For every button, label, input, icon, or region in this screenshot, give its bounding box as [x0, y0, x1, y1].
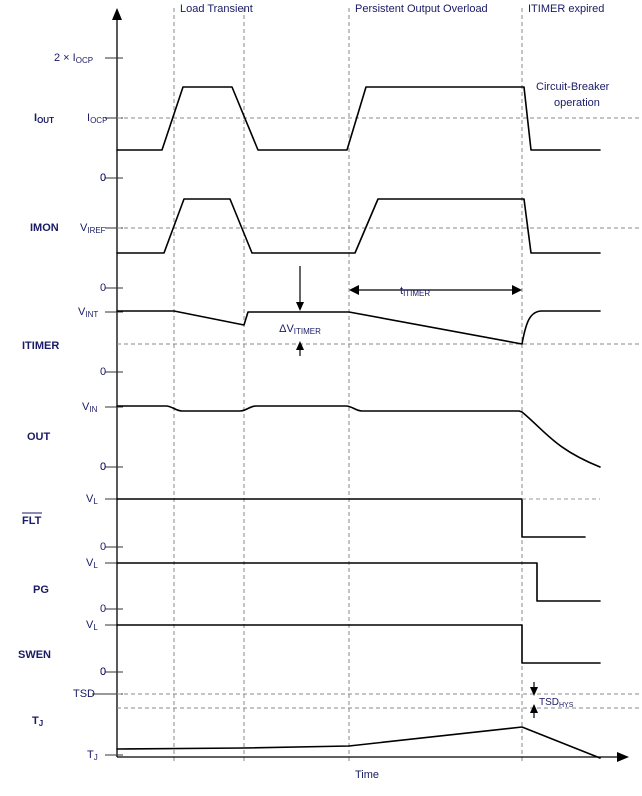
svg-text:PG: PG	[33, 584, 49, 596]
svg-text:Persistent Output Overload: Persistent Output Overload	[355, 3, 488, 15]
svg-text:ITIMER: ITIMER	[22, 340, 59, 352]
svg-text:IMON: IMON	[30, 222, 59, 234]
svg-text:0: 0	[100, 666, 106, 678]
svg-text:operation: operation	[554, 97, 600, 109]
svg-text:OUT: OUT	[27, 431, 51, 443]
svg-text:ITIMER expired: ITIMER expired	[528, 3, 604, 15]
svg-text:Circuit-Breaker: Circuit-Breaker	[536, 81, 610, 93]
svg-text:Load Transient: Load Transient	[180, 3, 253, 15]
svg-text:0: 0	[100, 461, 106, 473]
svg-text:0: 0	[100, 366, 106, 378]
svg-text:TSD: TSD	[73, 688, 95, 700]
svg-text:0: 0	[100, 172, 106, 184]
svg-text:FLT: FLT	[22, 515, 42, 527]
svg-text:Time: Time	[355, 769, 379, 781]
svg-text:SWEN: SWEN	[18, 649, 51, 661]
svg-text:0: 0	[100, 282, 106, 294]
